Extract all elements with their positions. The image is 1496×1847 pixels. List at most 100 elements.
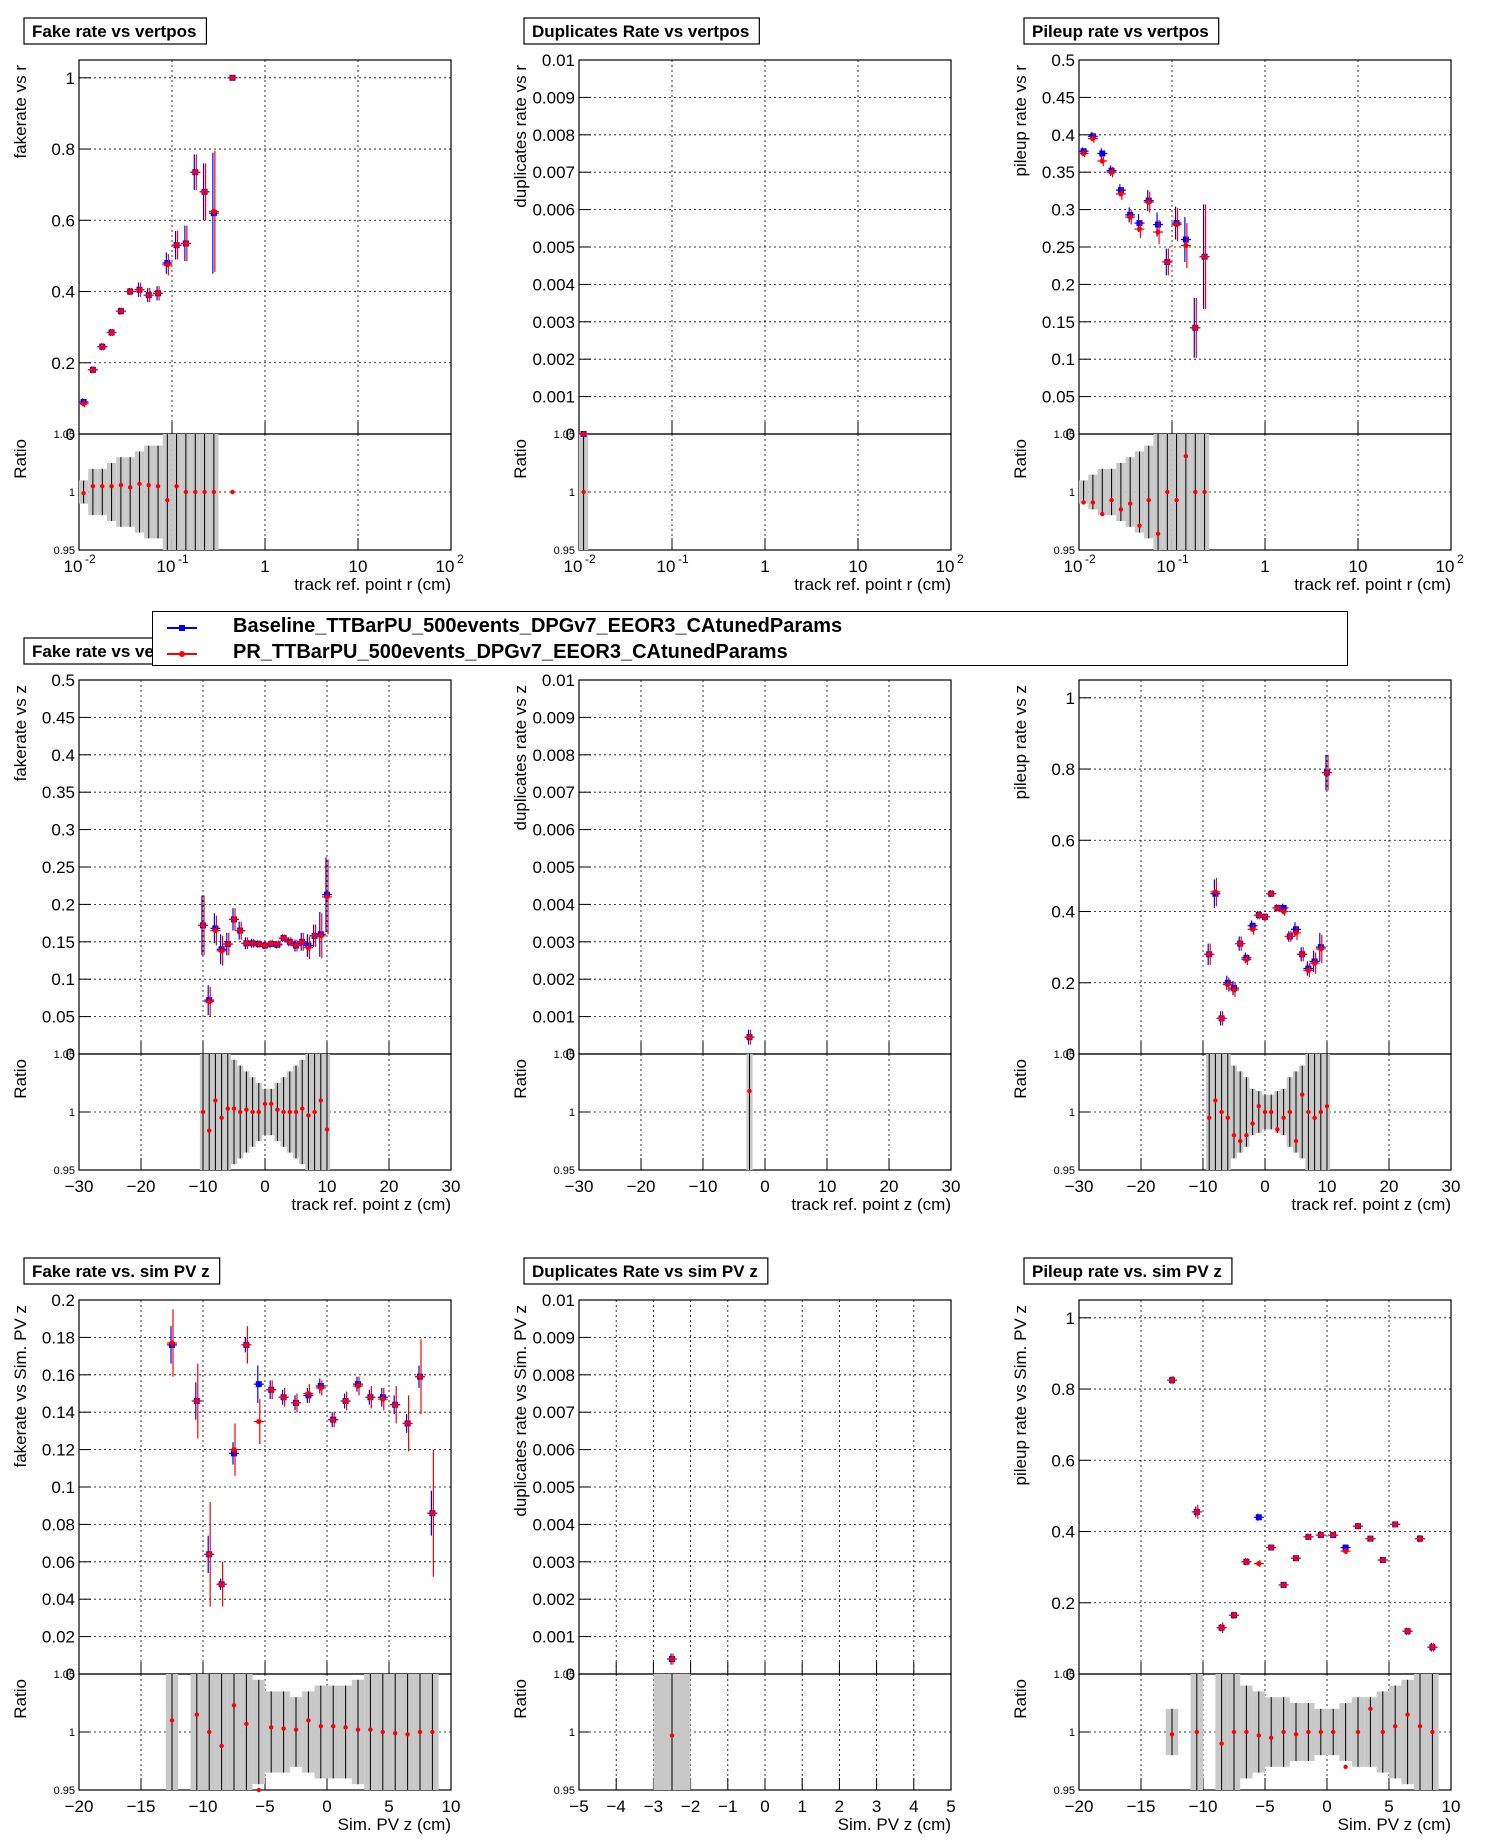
chart-panel-3: Fake rate vs vertpos00.050.10.150.20.250… [11, 637, 460, 1214]
point-pr [268, 940, 274, 946]
y-tick-label: 0.008 [532, 1366, 575, 1385]
ratio-point [281, 1726, 286, 1731]
x-tick-label: −5 [569, 1797, 588, 1816]
ratio-point [1380, 1729, 1386, 1735]
y-tick-label: 0.007 [532, 163, 575, 182]
ratio-point [1269, 1109, 1274, 1115]
y-tick-label: 0.4 [1051, 903, 1075, 922]
point-baseline [1117, 187, 1124, 194]
ratio-point [183, 489, 189, 495]
ratio-point [324, 1127, 330, 1132]
point-pr [118, 308, 124, 314]
y-tick-label: 0.4 [1051, 1523, 1075, 1542]
point-baseline [1182, 236, 1189, 243]
y-axis-label: duplicates rate vs Sim. PV z [511, 1305, 530, 1517]
ratio-tick-label: 1 [69, 487, 75, 499]
point-pr [746, 1034, 753, 1040]
ratio-point [1100, 511, 1105, 517]
y-tick-label: 0.06 [42, 1553, 75, 1572]
ratio-point [1256, 1104, 1262, 1109]
ratio-point [1244, 1729, 1249, 1735]
ratio-point [238, 1109, 243, 1115]
ratio-point [244, 1107, 249, 1112]
ratio-point [213, 1098, 218, 1103]
point-pr [299, 939, 305, 945]
point-pr [1262, 914, 1268, 920]
x-tick-label: −5 [255, 1797, 274, 1816]
y-tick-label: 0 [66, 1045, 75, 1064]
ratio-point [127, 485, 133, 490]
ratio-point [1231, 1133, 1237, 1138]
y-tick-label: 0.008 [532, 746, 575, 765]
chart-title: Pileup rate vs vertpos [1032, 22, 1209, 41]
y-tick-label: 0.14 [42, 1403, 75, 1422]
point-pr [1219, 1625, 1225, 1631]
point-pr [287, 939, 293, 945]
point-baseline [1342, 1544, 1349, 1551]
y-tick-label: 0.2 [51, 1291, 75, 1310]
ratio-tick-label: 1.05 [54, 1669, 75, 1681]
y-tick-label: 0.45 [1042, 88, 1075, 107]
x-tick-label: 0 [760, 1797, 769, 1816]
ratio-tick-label: 0.95 [554, 1165, 575, 1177]
y-tick-label: 0.18 [42, 1328, 75, 1347]
ratio-tick-label: 1.05 [554, 429, 575, 441]
point-pr [155, 290, 161, 296]
point-pr [330, 1417, 336, 1423]
point-pr [1243, 957, 1249, 963]
ratio-point [1146, 497, 1151, 503]
point-pr [405, 1420, 411, 1427]
ratio-axis-label: Ratio [11, 439, 30, 479]
x-tick-label: 1 [797, 1797, 806, 1816]
ratio-tick-label: 0.95 [1054, 545, 1075, 557]
point-pr [1305, 1534, 1311, 1540]
y-tick-label: 1 [1066, 1309, 1075, 1328]
x-tick-label: −20 [65, 1797, 94, 1816]
point-pr [1243, 1559, 1249, 1565]
point-pr [1343, 1548, 1349, 1554]
point-pr [1281, 1582, 1287, 1588]
point-pr [1318, 946, 1324, 952]
y-tick-label: 0.006 [532, 821, 575, 840]
point-baseline [1280, 904, 1287, 911]
ratio-point [202, 489, 207, 495]
point-pr [1219, 1015, 1225, 1021]
y-tick-label: 0.25 [42, 858, 75, 877]
ratio-point [244, 1721, 249, 1727]
x-tick-label: −15 [127, 1797, 156, 1816]
ratio-point [1368, 1706, 1373, 1712]
ratio-point [90, 484, 96, 489]
point-pr [1136, 226, 1143, 232]
ratio-tick-label: 1 [569, 1107, 575, 1119]
point-baseline [1136, 220, 1143, 227]
x-tick-label: 10 [64, 557, 83, 576]
x-axis-label: Sim. PV z (cm) [338, 1815, 451, 1834]
x-tick-exponent: -1 [678, 552, 689, 566]
point-pr [1127, 214, 1133, 220]
point-pr [1355, 1523, 1361, 1529]
ratio-axis-label: Ratio [511, 1679, 530, 1719]
point-pr [305, 1390, 311, 1397]
y-tick-label: 0.4 [51, 283, 75, 302]
ratio-tick-label: 1 [1069, 1107, 1075, 1119]
point-pr [429, 1510, 435, 1516]
ratio-point [225, 1106, 230, 1111]
point-pr [90, 367, 96, 373]
ratio-point [1244, 1133, 1249, 1138]
ratio-tick-label: 1 [569, 487, 575, 499]
ratio-point [81, 490, 86, 496]
x-tick-label: 10 [1064, 557, 1083, 576]
chart-title: Duplicates Rate vs sim PV z [532, 1262, 758, 1281]
x-tick-label: 10 [1349, 557, 1368, 576]
point-pr [355, 1383, 361, 1389]
ratio-point [1318, 1109, 1324, 1115]
ratio-point [169, 1718, 175, 1723]
ratio-point [1256, 1733, 1262, 1738]
point-pr [580, 431, 587, 437]
ratio-point [1343, 1764, 1348, 1770]
y-tick-label: 0.4 [51, 746, 75, 765]
x-axis-label: track ref. point z (cm) [791, 1195, 951, 1214]
x-tick-label: −20 [127, 1177, 156, 1196]
point-pr [1299, 951, 1305, 957]
y-tick-label: 0.2 [1051, 974, 1075, 993]
